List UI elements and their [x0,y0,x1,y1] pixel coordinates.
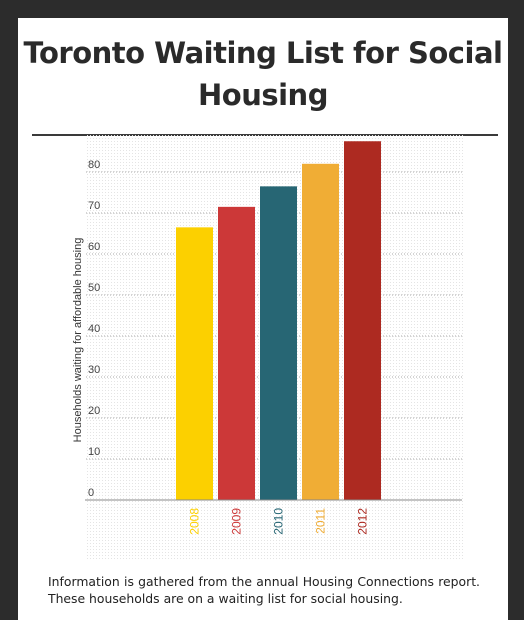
y-tick-label: 10 [88,446,100,458]
bar-2012 [344,141,381,500]
y-tick-label: 70 [88,200,100,212]
x-tick-label-2009: 2009 [230,508,244,535]
x-tick-label-2012: 2012 [356,508,370,535]
y-tick-label: 80 [88,159,100,171]
y-tick-label: 30 [88,364,100,376]
bar-2009 [218,206,255,500]
bar-2010 [260,186,297,500]
bar-2011 [302,163,339,501]
x-tick-labels: 2008 2009 2010 2011 2012 [188,508,370,535]
x-tick-label-2011: 2011 [314,508,328,534]
x-tick-label-2008: 2008 [188,508,202,535]
bars [176,141,381,501]
chart-title: Toronto Waiting List for Social Housing [23,36,503,112]
bar-2008 [176,227,213,500]
y-tick-label: 50 [88,282,100,294]
y-tick-label: 20 [88,405,100,417]
y-tick-label: 60 [88,241,100,253]
y-tick-labels: 0 10 20 30 40 50 60 70 80 [88,159,100,499]
y-axis-label: Households waiting for affordable housin… [72,238,84,443]
y-tick-label: 0 [88,487,94,499]
y-tick-label: 40 [88,323,100,335]
chart-caption: Information is gathered from the annual … [48,574,480,606]
x-tick-label-2010: 2010 [272,508,286,535]
